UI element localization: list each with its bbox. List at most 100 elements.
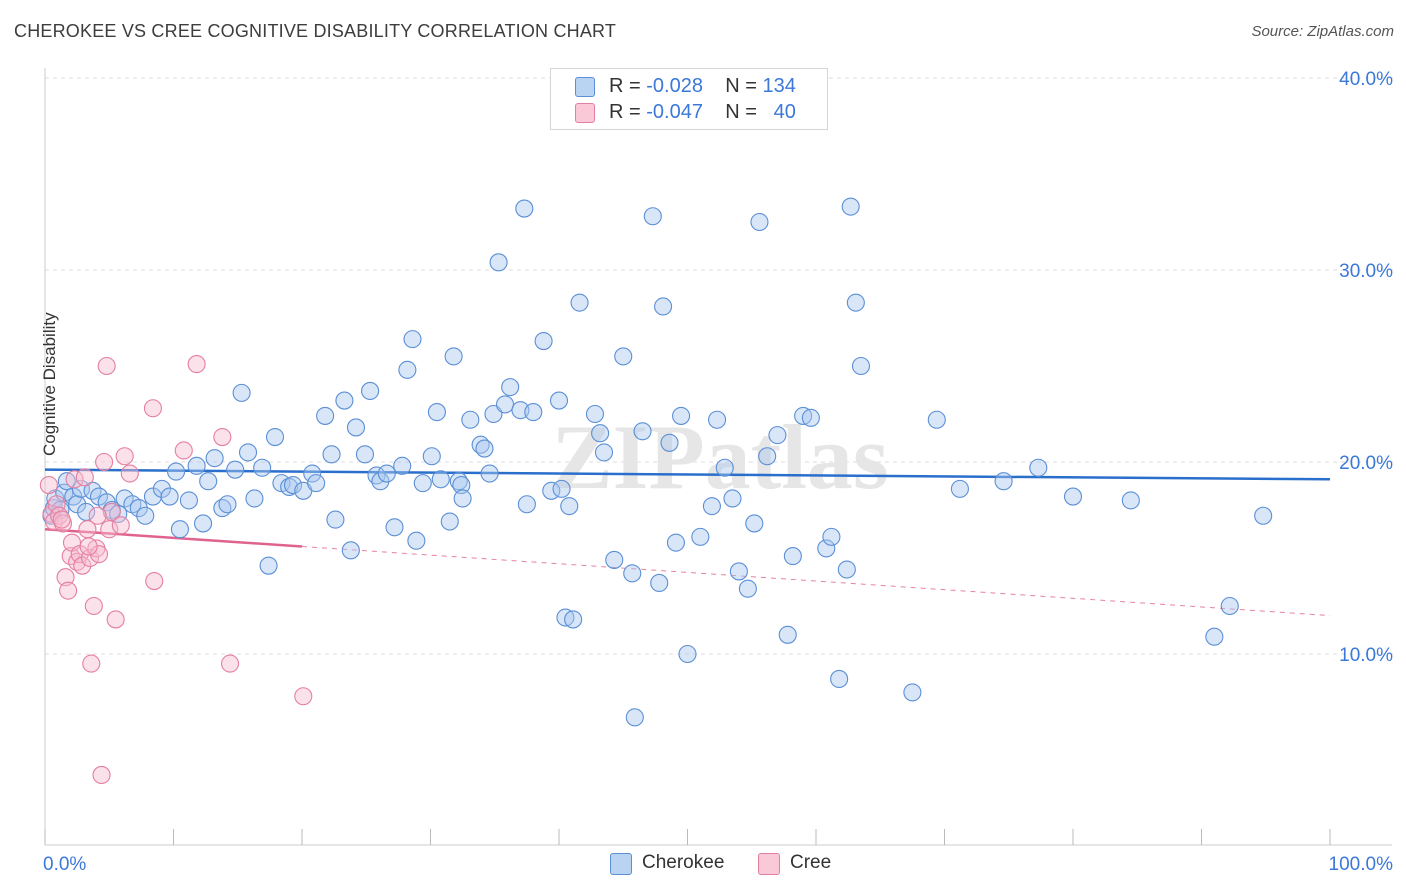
cree-point — [59, 581, 78, 600]
cherokee-point — [393, 456, 412, 475]
cherokee-point — [346, 418, 366, 437]
cherokee-point — [738, 579, 757, 598]
cree-point — [187, 355, 206, 374]
cherokee-point — [170, 520, 189, 539]
cherokee-point — [361, 381, 380, 401]
cherokee-point — [650, 573, 669, 593]
cherokee-point — [136, 506, 155, 525]
r-value: -0.028 — [646, 75, 703, 97]
cree-point — [79, 537, 98, 556]
cherokee-point — [585, 404, 605, 424]
cherokee-point — [452, 475, 471, 495]
cherokee-point — [303, 464, 322, 483]
cherokee-point — [841, 197, 860, 216]
cherokee-point — [927, 410, 946, 429]
cherokee-point — [524, 403, 543, 422]
trend-lines — [44, 468, 1331, 617]
cree-point — [106, 610, 125, 629]
gridlines — [45, 77, 1395, 655]
cherokee-point — [745, 514, 764, 533]
cherokee-point — [480, 464, 499, 483]
r-label: R = — [609, 101, 647, 123]
cherokee-point — [625, 708, 644, 727]
cherokee-point — [560, 497, 579, 516]
cherokee-point — [817, 539, 836, 558]
cherokee-point — [179, 491, 198, 510]
cree-point — [84, 596, 103, 616]
cree-point — [294, 687, 313, 706]
cherokee-point — [660, 433, 679, 452]
cherokee-point — [633, 422, 652, 441]
cree-trend-line — [44, 527, 303, 548]
cree-point — [143, 399, 162, 418]
x-tick-label: 100.0% — [1329, 854, 1394, 875]
watermark: ZIPatlas — [551, 406, 888, 508]
cree-point — [88, 506, 107, 525]
cherokee-point — [691, 527, 710, 546]
chart-title: CHEROKEE VS CREE COGNITIVE DISABILITY CO… — [14, 21, 617, 41]
cherokee-point — [994, 472, 1013, 491]
cherokee-point — [335, 391, 354, 410]
cherokee-point — [57, 472, 76, 491]
cree-point — [220, 654, 240, 673]
cree-point — [56, 568, 75, 587]
cherokee-point — [549, 391, 569, 410]
cherokee-point — [495, 395, 515, 414]
cherokee-point — [341, 541, 360, 560]
cherokee-point — [152, 479, 171, 498]
cree-points — [39, 355, 313, 785]
n-label: N = — [725, 75, 763, 97]
cherokee-point — [1121, 491, 1140, 510]
cree-point — [111, 516, 130, 535]
cherokee-point — [398, 360, 417, 379]
cherokee-point — [517, 495, 536, 514]
cherokee-point — [371, 472, 390, 491]
cherokee-point — [413, 474, 432, 493]
cree-point — [145, 571, 164, 591]
cherokee-point — [556, 608, 575, 627]
n-value: 134 — [762, 75, 796, 97]
source-label: Source: ZipAtlas.com — [1251, 23, 1394, 40]
cherokee-swatch — [610, 853, 632, 875]
cherokee-point — [259, 556, 278, 575]
cherokee-point — [489, 253, 508, 272]
y-tick-label: 40.0% — [1339, 69, 1393, 90]
cherokee-point — [654, 297, 673, 316]
cherokee-point — [253, 458, 272, 477]
cherokee-point — [205, 449, 224, 468]
n-value: 40 — [773, 101, 796, 123]
cherokee-point — [283, 475, 303, 495]
cree-point — [100, 520, 119, 539]
cherokee-point — [1063, 487, 1083, 506]
cherokee-point — [708, 410, 727, 429]
cherokee-point — [623, 564, 642, 583]
cree-point — [89, 545, 109, 564]
cree-point — [52, 510, 71, 529]
cherokee-point — [614, 347, 633, 366]
cherokee-point — [444, 347, 463, 366]
cherokee-point — [515, 199, 534, 218]
cherokee-point — [431, 470, 450, 489]
cherokee-point — [355, 445, 375, 464]
cherokee-point — [822, 527, 841, 546]
cherokee-point — [199, 472, 218, 491]
cherokee-point — [440, 512, 459, 531]
cree-point — [92, 765, 111, 785]
cherokee-point — [837, 560, 856, 579]
cherokee-point — [570, 293, 589, 312]
cherokee-point — [605, 550, 624, 569]
cherokee-point — [591, 424, 610, 443]
cherokee-point — [461, 410, 480, 429]
cherokee-point — [1029, 458, 1048, 477]
y-tick-label: 10.0% — [1339, 645, 1393, 666]
r-label: R = — [609, 75, 647, 97]
cree-point — [174, 441, 193, 460]
cree-point — [82, 654, 101, 673]
cherokee-point — [187, 456, 206, 475]
cherokee-point — [245, 489, 264, 508]
cherokee-trend-line — [44, 468, 1331, 481]
cherokee-point — [316, 406, 335, 425]
cree-point — [120, 464, 139, 483]
cherokee-point — [385, 518, 404, 537]
cherokee-point — [265, 427, 285, 447]
